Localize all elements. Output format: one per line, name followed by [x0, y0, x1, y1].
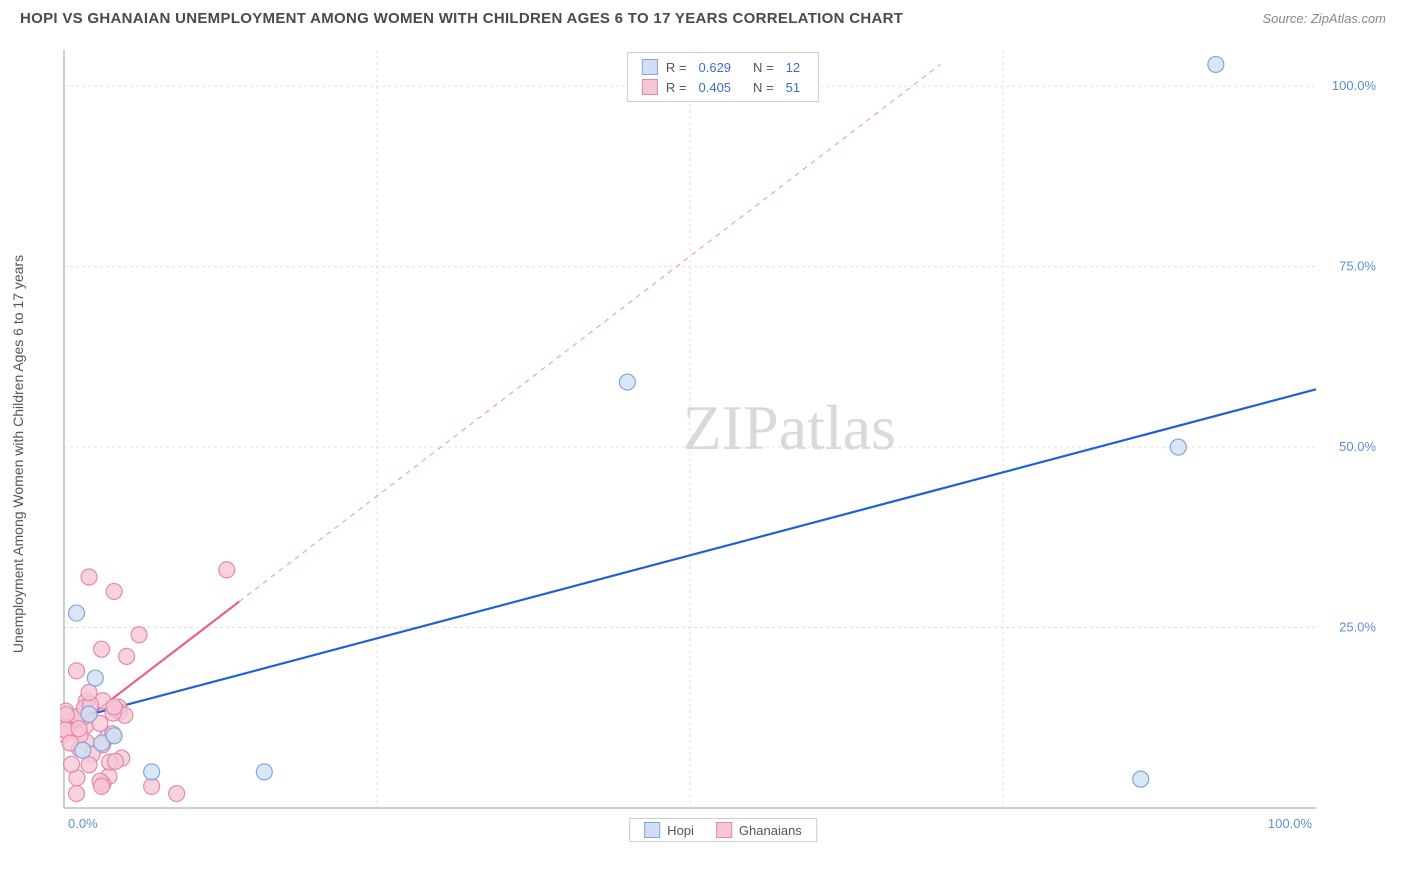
svg-text:50.0%: 50.0%: [1339, 439, 1376, 454]
svg-text:0.0%: 0.0%: [68, 816, 98, 831]
r-value-ghanaians: 0.405: [698, 80, 731, 95]
n-value-hopi: 12: [786, 60, 800, 75]
n-label: N =: [753, 80, 774, 95]
series-legend: Hopi Ghanaians: [629, 818, 817, 842]
swatch-hopi: [642, 59, 658, 75]
stats-row-hopi: R = 0.629 N = 12: [642, 57, 804, 77]
scatter-plot: 25.0% 50.0% 75.0% 100.0% 0.0% 100.0%: [60, 46, 1386, 842]
legend-label: Hopi: [667, 823, 694, 838]
svg-text:25.0%: 25.0%: [1339, 620, 1376, 635]
legend-item-hopi: Hopi: [644, 822, 694, 838]
stats-row-ghanaians: R = 0.405 N = 51: [642, 77, 804, 97]
swatch-ghanaians: [642, 79, 658, 95]
svg-text:100.0%: 100.0%: [1268, 816, 1313, 831]
n-label: N =: [753, 60, 774, 75]
n-value-ghanaians: 51: [786, 80, 800, 95]
source-attribution: Source: ZipAtlas.com: [1262, 11, 1386, 26]
r-value-hopi: 0.629: [698, 60, 731, 75]
r-label: R =: [666, 60, 687, 75]
r-label: R =: [666, 80, 687, 95]
legend-item-ghanaians: Ghanaians: [716, 822, 802, 838]
svg-text:75.0%: 75.0%: [1339, 259, 1376, 274]
chart-area: 25.0%50.0%75.0%100.0%0.0%100.0% ZIPatlas…: [60, 46, 1386, 842]
swatch-ghanaians: [716, 822, 732, 838]
y-axis-label: Unemployment Among Women with Children A…: [10, 255, 26, 653]
swatch-hopi: [644, 822, 660, 838]
legend-label: Ghanaians: [739, 823, 802, 838]
chart-title: HOPI VS GHANAIAN UNEMPLOYMENT AMONG WOME…: [20, 10, 903, 27]
svg-text:100.0%: 100.0%: [1332, 78, 1377, 93]
stats-legend: R = 0.629 N = 12 R = 0.405 N = 51: [627, 52, 819, 102]
